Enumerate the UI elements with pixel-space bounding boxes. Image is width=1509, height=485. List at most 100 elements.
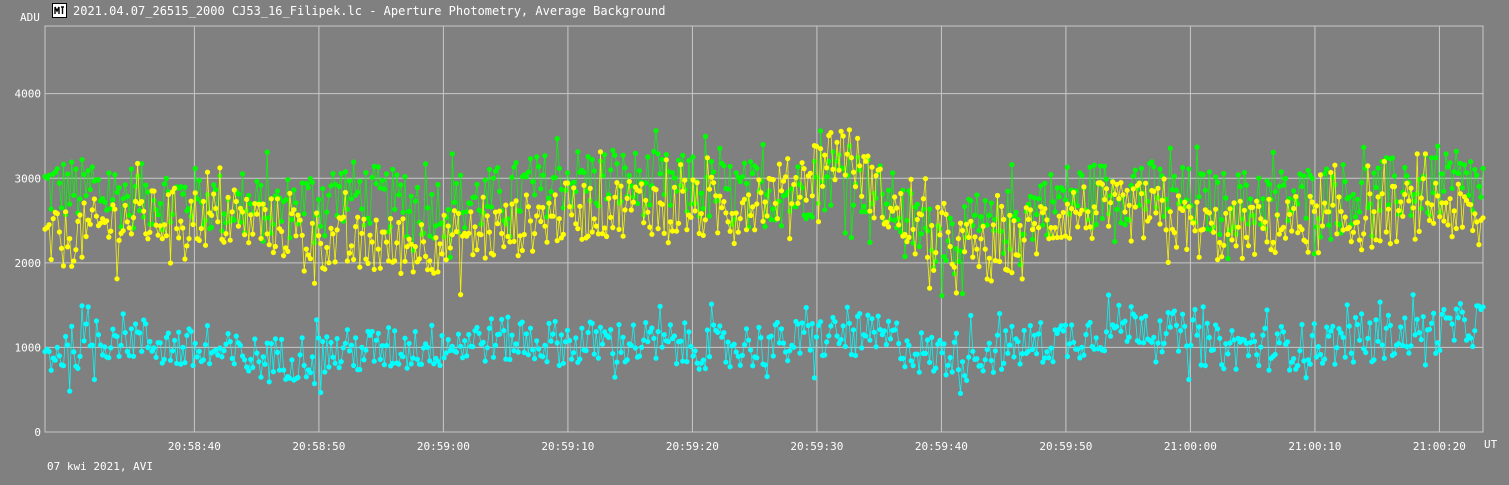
data-point [1124,338,1130,344]
data-point [367,232,373,238]
data-point [334,336,340,342]
data-point [1404,180,1410,186]
data-point [762,223,768,230]
data-point [412,244,418,250]
data-point [511,164,517,170]
data-point [120,196,126,202]
data-point [1036,331,1042,337]
data-point [610,225,616,231]
x-tick-label: 20:59:30 [790,440,843,453]
data-point [503,356,509,362]
data-point [1029,346,1036,352]
data-point [400,216,406,222]
data-point [700,232,706,238]
data-point [400,354,406,360]
data-point [75,365,81,371]
data-point [1042,206,1048,212]
data-point [260,201,266,207]
data-point [386,325,392,331]
data-point [970,348,976,354]
data-point [1307,361,1313,367]
data-point [704,327,711,333]
data-point [1346,224,1352,230]
data-point [1219,217,1225,223]
data-point [1225,231,1231,238]
data-point [54,344,60,350]
data-point [281,367,287,373]
x-tick-label: 20:58:40 [168,440,221,453]
data-point [589,320,595,326]
data-point [1472,328,1478,334]
data-point [1221,170,1227,177]
data-point [1266,196,1272,202]
data-point [1192,306,1198,313]
data-point [727,163,733,169]
data-point [513,160,519,166]
data-point [1221,366,1227,372]
data-point [593,329,599,335]
data-point [567,338,573,344]
data-point [1441,306,1447,313]
data-point [196,177,202,183]
data-point [1373,317,1379,323]
data-point [678,162,684,168]
data-point [73,166,79,172]
data-point [367,220,373,226]
data-point [1217,239,1223,246]
data-point [1305,249,1311,255]
data-point [155,232,161,238]
lc-window-icon[interactable] [52,3,67,18]
data-point [439,251,445,257]
data-point [610,351,616,357]
data-point [1108,193,1114,199]
data-point [369,239,375,245]
data-point [77,353,83,359]
data-point [46,172,52,178]
data-point [1138,315,1145,321]
data-point [1324,324,1330,330]
data-point [1034,251,1040,257]
data-point [523,331,530,337]
data-point [1009,162,1015,168]
data-point [346,348,353,354]
data-point [1225,255,1231,262]
data-point [383,171,390,177]
data-point [883,201,890,207]
data-point [285,177,291,183]
data-point [499,316,505,322]
data-point [1007,246,1013,252]
data-point [1217,335,1223,341]
data-point [77,196,83,202]
data-point [735,174,741,181]
data-point [1167,145,1173,151]
data-point [1431,310,1437,316]
data-point [754,201,760,207]
data-point [328,225,334,231]
data-point [1229,237,1235,243]
data-point [1426,326,1433,332]
data-point [957,220,964,226]
data-point [608,327,614,333]
data-point [497,208,503,214]
data-point [1262,219,1268,225]
data-point [824,339,830,345]
data-point [1332,361,1338,367]
data-point [951,339,957,345]
data-point [922,350,929,356]
data-point [209,224,215,230]
data-point [939,350,945,356]
data-point [1151,188,1157,194]
data-point [912,251,918,257]
data-point [484,203,490,209]
data-point [1313,354,1319,360]
data-point [641,337,647,343]
data-point [554,238,560,244]
data-point [527,325,534,331]
data-point [1274,212,1280,218]
data-point [153,222,159,228]
data-point [957,248,964,254]
data-point [1396,208,1402,214]
data-point [488,204,494,210]
data-point [972,212,978,218]
data-point [1038,204,1044,210]
